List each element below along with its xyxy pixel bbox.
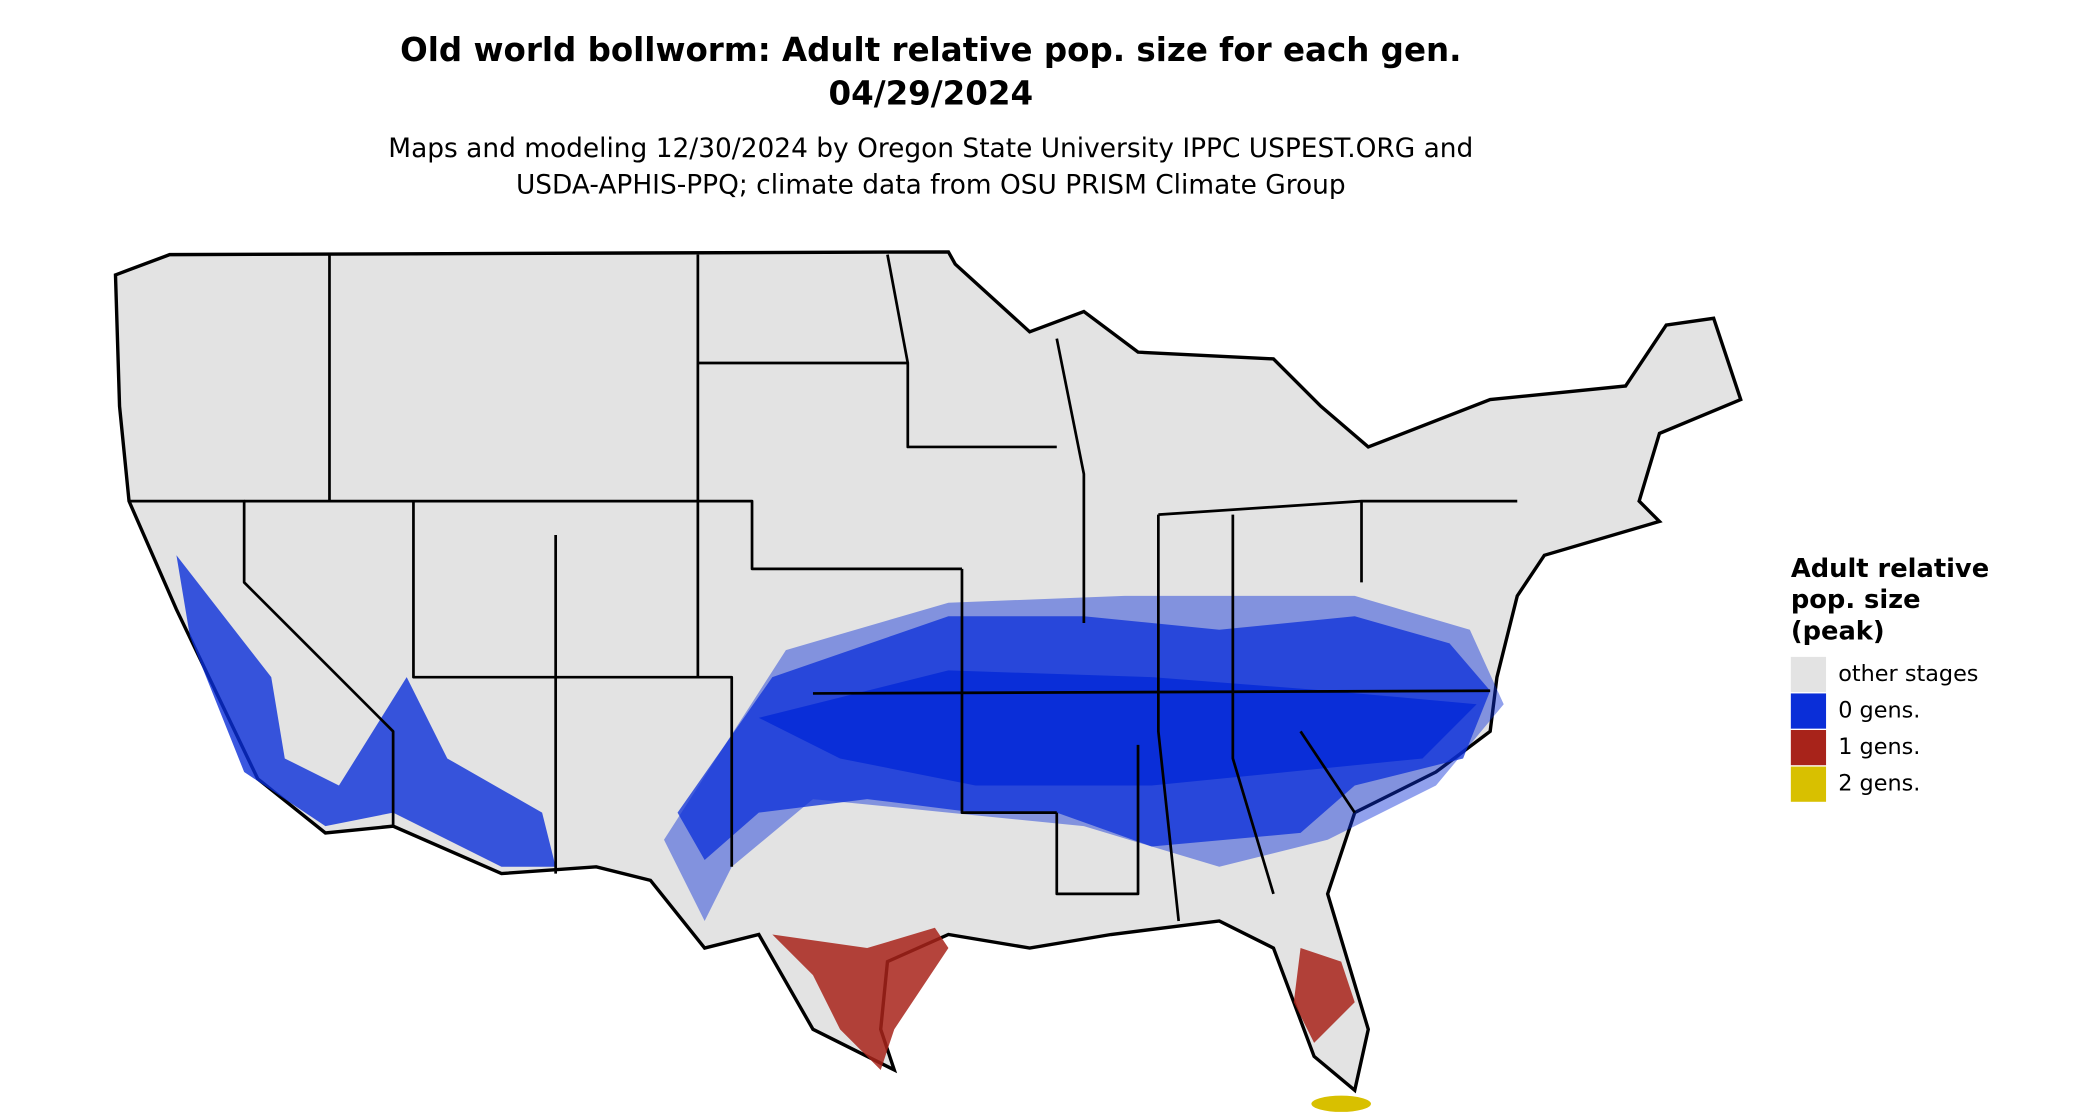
one-gen-texas — [772, 927, 949, 1070]
title-line: Old world bollworm: Adult relative pop. … — [400, 31, 1461, 69]
legend-swatch — [1790, 656, 1827, 693]
one-gen-florida — [1293, 948, 1355, 1043]
state-border — [1055, 338, 1086, 624]
state-border — [960, 568, 1057, 814]
state-border — [812, 689, 1491, 695]
legend-items: other stages 0 gens. 1 gens. 2 gens. — [1790, 656, 1978, 802]
state-border — [129, 499, 395, 827]
state-border — [244, 499, 962, 571]
legend-label: 2 gens. — [1838, 771, 1920, 797]
legend-swatch — [1790, 766, 1827, 802]
us-map — [113, 250, 1743, 1112]
state-border — [412, 501, 734, 867]
two-gen-keys — [1311, 1095, 1371, 1112]
legend-title: pop. size — [1791, 585, 1921, 615]
legend-title: (peak) — [1791, 616, 1885, 646]
legend-swatch — [1790, 693, 1827, 729]
state-border — [697, 361, 1057, 449]
state-border — [1231, 514, 1275, 895]
state-border — [1156, 514, 1181, 922]
state-border — [886, 254, 910, 364]
legend-title: Adult relative — [1791, 554, 1989, 584]
zero-gen-core — [758, 670, 1477, 786]
subtitle-line: Maps and modeling 12/30/2024 by Oregon S… — [388, 133, 1473, 164]
subtitle-line: USDA-APHIS-PPQ; climate data from OSU PR… — [516, 170, 1346, 201]
zero-gen-west — [176, 555, 556, 867]
state-border — [1055, 744, 1140, 896]
legend-label: other stages — [1838, 661, 1978, 687]
legend-swatch — [1790, 730, 1827, 766]
state-borders — [129, 254, 1518, 922]
state-border — [1299, 730, 1356, 814]
legend-label: 0 gens. — [1838, 698, 1920, 724]
title-line: 04/29/2024 — [828, 74, 1033, 112]
legend: Adult relative pop. size (peak) other st… — [1790, 554, 1989, 802]
legend-label: 1 gens. — [1838, 734, 1920, 760]
